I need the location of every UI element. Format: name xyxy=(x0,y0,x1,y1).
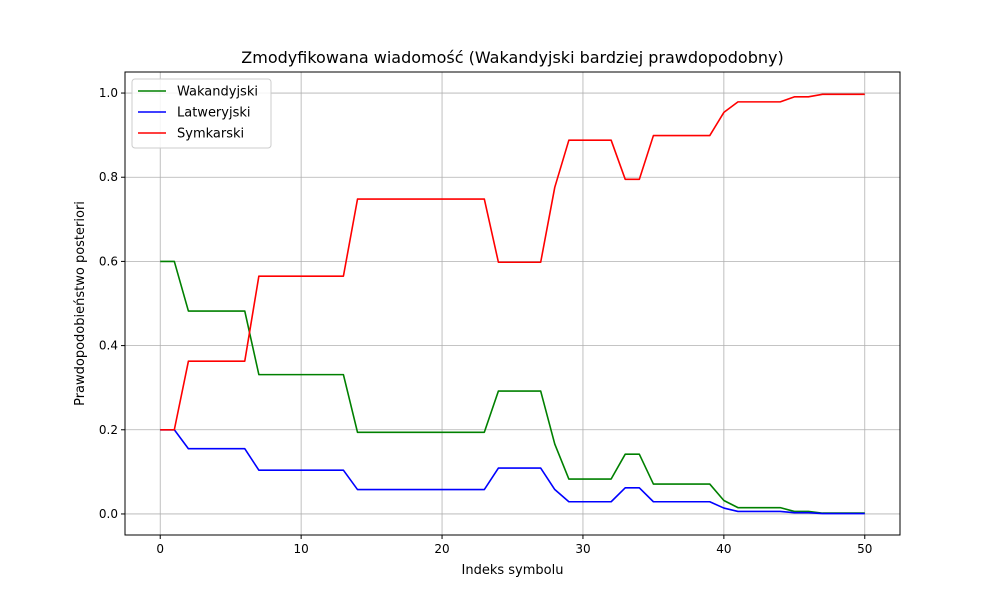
legend-box xyxy=(131,78,272,149)
legend: Wakandyjski Latweryjski Symkarski xyxy=(131,78,272,149)
x-axis-label: Indeks symbolu xyxy=(462,563,564,578)
axis-ticks: 0 10 20 30 40 50 0.0 0.2 0.4 0.6 0.8 1.0 xyxy=(99,86,873,556)
series-line-wakandyjski xyxy=(160,260,865,514)
y-tick-label: 0.6 xyxy=(99,254,118,268)
x-tick-label: 30 xyxy=(575,542,590,556)
legend-label-latweryjski: Latweryjski xyxy=(177,106,251,121)
x-tick-label: 0 xyxy=(156,542,164,556)
x-tick-label: 50 xyxy=(857,542,872,556)
legend-label-wakandyjski: Wakandyjski xyxy=(177,85,258,100)
series-lines xyxy=(160,93,865,515)
y-tick-label: 1.0 xyxy=(99,86,118,100)
plot-frame xyxy=(124,71,901,536)
y-tick-label: 0.2 xyxy=(99,423,118,437)
legend-label-symkarski: Symkarski xyxy=(177,127,244,142)
y-axis-label: Prawdopodobieństwo posteriori xyxy=(73,201,88,406)
x-tick-label: 20 xyxy=(434,542,449,556)
series-line-symkarski xyxy=(160,93,865,431)
y-tick-label: 0.8 xyxy=(99,170,118,184)
chart-title: Zmodyfikowana wiadomość (Wakandyjski bar… xyxy=(241,48,783,67)
y-tick-label: 0.0 xyxy=(99,507,118,521)
series-line-latweryjski xyxy=(160,428,865,515)
y-tick-label: 0.4 xyxy=(99,339,118,353)
x-tick-label: 10 xyxy=(293,542,308,556)
x-tick-label: 40 xyxy=(716,542,731,556)
